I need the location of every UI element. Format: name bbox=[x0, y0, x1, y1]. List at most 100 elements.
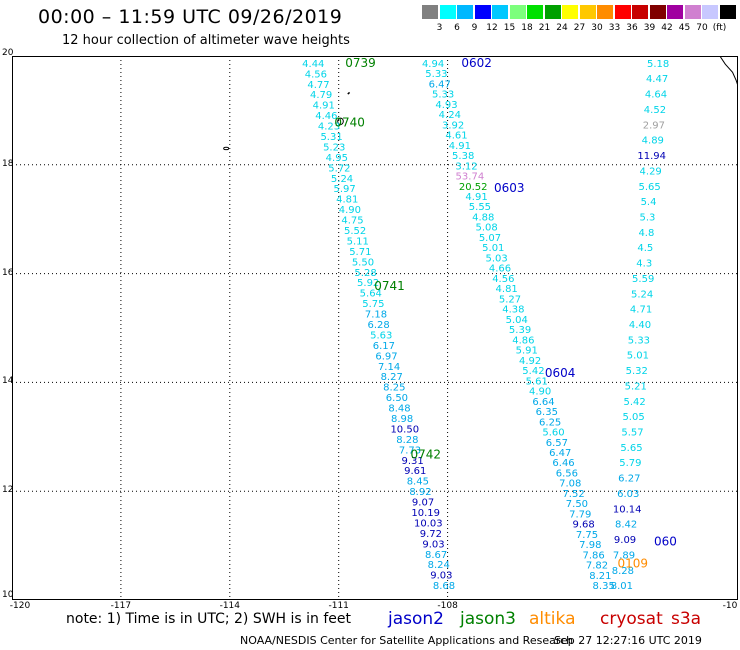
colorbar-label: 12 bbox=[486, 23, 498, 33]
colorbar-swatch bbox=[719, 5, 736, 19]
colorbar-label: 45 bbox=[678, 23, 691, 33]
swh-value: 4.81 bbox=[496, 284, 518, 295]
swh-value: 5.91 bbox=[516, 346, 538, 357]
swh-value: 6.17 bbox=[373, 341, 395, 352]
longitude-tick-label: -114 bbox=[219, 601, 241, 611]
pass-label: 0742 bbox=[411, 448, 442, 462]
swh-value: 4.90 bbox=[529, 387, 551, 398]
swh-value: 5.01 bbox=[627, 351, 649, 362]
colorbar-swatch bbox=[492, 5, 508, 19]
swh-value: 5.63 bbox=[370, 330, 392, 341]
swh-value: 6.56 bbox=[556, 468, 578, 479]
colorbar-label: 30 bbox=[591, 23, 603, 33]
swh-value: 8.24 bbox=[428, 560, 450, 571]
colorbar-swatch bbox=[649, 5, 666, 19]
swh-value: 5.05 bbox=[622, 412, 644, 423]
colorbar-label: 18 bbox=[521, 23, 533, 33]
colorbar-swatch bbox=[579, 5, 596, 19]
colorbar-label: 3 bbox=[436, 23, 443, 33]
pass-label: 0604 bbox=[545, 366, 576, 380]
longitude-tick-label: -111 bbox=[328, 601, 349, 611]
pass-label: 0602 bbox=[461, 56, 492, 70]
swh-value: 7.75 bbox=[576, 530, 598, 541]
swh-value: 5.92 bbox=[357, 278, 379, 289]
swh-value: 4.40 bbox=[629, 320, 651, 331]
longitude-tick-label: -120 bbox=[9, 601, 31, 611]
swh-value: 5.71 bbox=[349, 247, 371, 258]
swh-value: 5.39 bbox=[509, 325, 531, 336]
swh-value: 5.72 bbox=[328, 163, 350, 174]
colorbar-swatch bbox=[439, 5, 456, 19]
swh-value: 4.38 bbox=[502, 305, 524, 316]
swh-value: 4.24 bbox=[439, 110, 461, 121]
swh-value: 6.25 bbox=[539, 417, 561, 428]
map-subtitle: 12 hour collection of altimeter wave hei… bbox=[62, 33, 350, 48]
colorbar-swatch bbox=[422, 5, 438, 19]
colorbar-swatch bbox=[509, 5, 526, 19]
colorbar-swatch bbox=[544, 5, 561, 19]
swh-value: 4.29 bbox=[640, 166, 662, 177]
swh-value: 4.64 bbox=[645, 90, 667, 101]
swh-value: 6.57 bbox=[546, 438, 568, 449]
satellite-legend-s3a: s3a bbox=[671, 609, 702, 629]
swh-value: 4.23 bbox=[318, 122, 340, 133]
colorbar-swatch bbox=[667, 5, 683, 19]
swh-value: 4.47 bbox=[646, 74, 668, 85]
island-outline bbox=[347, 91, 351, 95]
swh-value: 5.21 bbox=[625, 381, 647, 392]
swh-value: 4.91 bbox=[313, 101, 335, 112]
swh-value: 8.67 bbox=[425, 550, 447, 561]
pass-label: 0740 bbox=[334, 116, 365, 130]
swh-value: 5.27 bbox=[499, 294, 521, 305]
credit-line: NOAA/NESDIS Center for Satellite Applica… bbox=[240, 634, 574, 647]
colorbar-label: 15 bbox=[503, 23, 516, 33]
swh-value: 6.27 bbox=[618, 474, 640, 485]
swh-value: 6.35 bbox=[536, 407, 558, 418]
swh-value: 4.95 bbox=[326, 153, 348, 164]
latitude-tick-label: 20 bbox=[2, 48, 14, 58]
swh-value: 7.14 bbox=[378, 362, 400, 373]
satellite-legend-jason2: jason2 bbox=[388, 609, 444, 629]
swh-value: 5.33 bbox=[628, 335, 650, 346]
island-outline bbox=[223, 146, 230, 151]
colorbar-swatch bbox=[614, 5, 631, 19]
swh-value: 5.04 bbox=[506, 315, 528, 326]
swh-value: 5.79 bbox=[619, 458, 641, 469]
swh-value: 4.75 bbox=[341, 216, 363, 227]
colorbar-label: 39 bbox=[643, 23, 656, 33]
swh-value: 7.18 bbox=[365, 310, 387, 321]
swh-value: 5.07 bbox=[479, 233, 501, 244]
swh-value: 10.14 bbox=[613, 504, 642, 515]
colorbar-swatch bbox=[632, 5, 648, 19]
swh-value: 7.08 bbox=[559, 479, 581, 490]
colorbar-label: 27 bbox=[573, 23, 586, 33]
swh-value: 9.03 bbox=[422, 539, 444, 550]
map-canvas: 4.444.564.774.794.914.464.235.315.234.95… bbox=[12, 56, 738, 600]
colorbar-label: 36 bbox=[626, 23, 638, 33]
swh-value: 8.35 bbox=[593, 581, 615, 592]
colorbar-label: 42 bbox=[661, 23, 673, 33]
latitude-tick-label: 10 bbox=[2, 590, 14, 600]
latitude-tick-label: 14 bbox=[2, 376, 14, 387]
swh-value: 6.47 bbox=[429, 79, 451, 90]
map-title: 00:00 – 11:59 UTC 09/26/2019 bbox=[38, 6, 343, 28]
swh-value: 6.47 bbox=[549, 448, 571, 459]
swh-value: 5.01 bbox=[482, 243, 504, 254]
swh-value: 9.31 bbox=[401, 456, 423, 467]
swh-value: 4.91 bbox=[465, 192, 487, 203]
swh-value: 4.46 bbox=[315, 111, 337, 122]
swh-value: 6.28 bbox=[367, 320, 389, 331]
longitude-tick-label: -108 bbox=[437, 601, 458, 611]
swh-value: 5.28 bbox=[354, 268, 376, 279]
swh-value: 7.50 bbox=[566, 499, 588, 510]
swh-value: 5.75 bbox=[362, 299, 384, 310]
swh-value: 5.11 bbox=[347, 236, 369, 247]
swh-value: 5.42 bbox=[624, 397, 646, 408]
swh-value: 5.61 bbox=[526, 376, 548, 387]
colorbar-label: 6 bbox=[454, 23, 460, 33]
swh-value: 5.3 bbox=[640, 212, 656, 223]
swh-value: 8.28 bbox=[396, 435, 418, 446]
swh-value: 4.3 bbox=[636, 259, 652, 270]
colorbar-label: 24 bbox=[556, 23, 568, 33]
swh-value: 5.57 bbox=[621, 428, 643, 439]
